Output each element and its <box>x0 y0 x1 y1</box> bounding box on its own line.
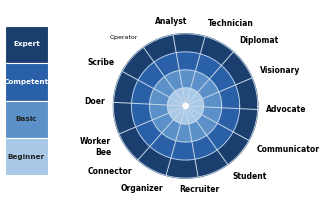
Text: Expert: Expert <box>13 41 40 48</box>
Text: Basic: Basic <box>16 116 37 122</box>
Text: Scribe: Scribe <box>88 58 115 67</box>
Polygon shape <box>149 70 222 142</box>
Text: Student: Student <box>233 172 267 181</box>
Text: Recruiter: Recruiter <box>180 186 220 195</box>
Text: Visionary: Visionary <box>260 65 300 74</box>
Polygon shape <box>114 34 258 178</box>
Text: Advocate: Advocate <box>266 106 307 114</box>
Polygon shape <box>168 88 204 124</box>
Text: Competent: Competent <box>4 79 49 85</box>
Text: Communicator: Communicator <box>257 145 320 154</box>
Polygon shape <box>132 52 240 160</box>
Text: Analyst: Analyst <box>156 17 188 26</box>
Text: Worker
Bee: Worker Bee <box>80 137 111 157</box>
Text: Technician: Technician <box>207 19 253 28</box>
Text: Doer: Doer <box>84 97 105 106</box>
Text: Connector: Connector <box>88 166 132 175</box>
Text: Diplomat: Diplomat <box>239 36 278 45</box>
Polygon shape <box>183 103 188 108</box>
Text: Beginner: Beginner <box>8 154 45 160</box>
Text: Operator: Operator <box>110 35 139 40</box>
Text: Organizer: Organizer <box>121 184 164 193</box>
